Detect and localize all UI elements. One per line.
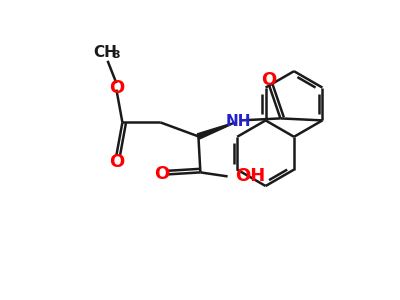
Text: 3: 3 [112, 50, 120, 60]
Text: O: O [109, 153, 124, 171]
Text: O: O [262, 70, 277, 88]
Text: NH: NH [226, 114, 251, 129]
Text: OH: OH [236, 167, 266, 185]
Text: O: O [109, 80, 124, 98]
Text: O: O [154, 165, 169, 183]
Polygon shape [198, 123, 233, 139]
Text: CH: CH [94, 44, 118, 59]
